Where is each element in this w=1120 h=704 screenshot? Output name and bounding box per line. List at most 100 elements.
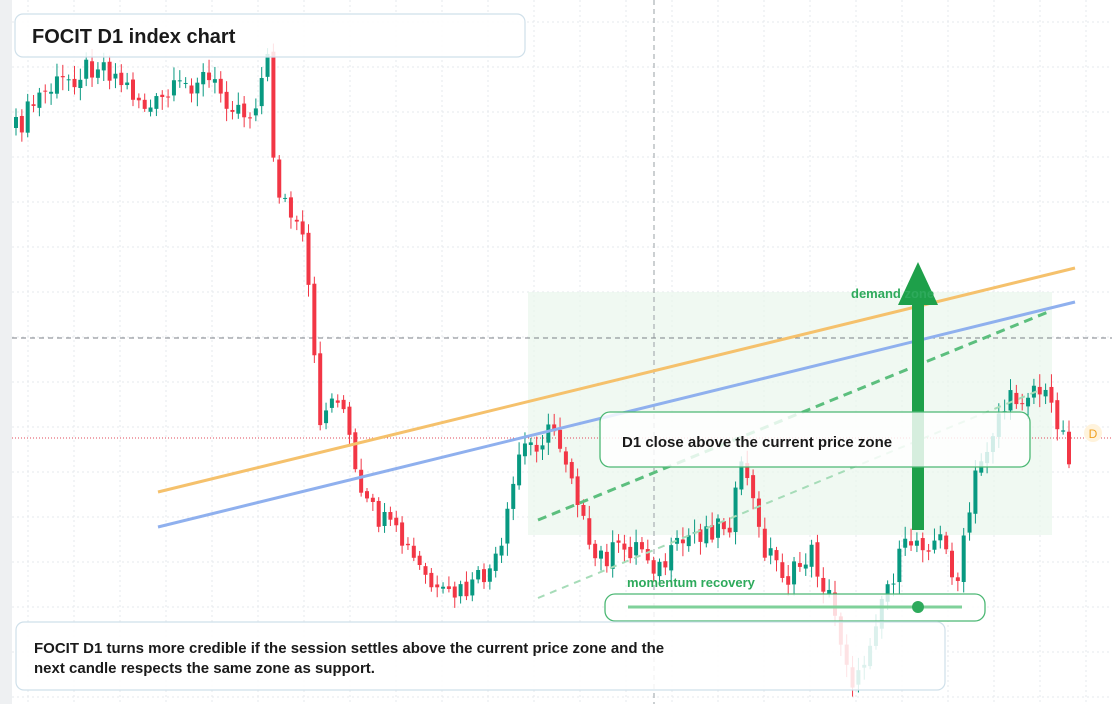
candle-body — [768, 548, 773, 556]
candle-body — [113, 73, 118, 79]
candle-body — [277, 159, 282, 198]
candle-body — [347, 406, 352, 435]
candle-body — [171, 80, 176, 96]
candle-body — [14, 117, 18, 128]
momentum-marker — [912, 601, 924, 613]
candle-body — [891, 583, 896, 585]
candle-body — [90, 61, 95, 78]
candle-body — [212, 79, 217, 83]
candle-body — [446, 586, 451, 589]
price-badge — [1084, 424, 1102, 442]
candle-body — [341, 399, 346, 410]
candle-body — [394, 517, 399, 526]
candle-body — [84, 59, 89, 79]
candle-body — [300, 221, 305, 235]
title-box — [14, 13, 526, 58]
candle-body — [37, 92, 42, 108]
candle-body — [587, 518, 592, 545]
price-badge-label: D — [1089, 427, 1098, 441]
candle-body — [1020, 403, 1025, 405]
candle-body — [493, 553, 498, 571]
candle-body — [224, 91, 229, 109]
candle-body — [575, 476, 580, 505]
candle-body — [756, 498, 761, 527]
candle-body — [499, 545, 504, 556]
candle-body — [1061, 430, 1066, 432]
candle-body — [154, 96, 159, 109]
candle-body — [511, 483, 516, 509]
candle-body — [230, 109, 235, 112]
candle-body — [955, 577, 960, 581]
candle-body — [774, 550, 779, 561]
candle-body — [540, 445, 545, 450]
candle-body — [417, 555, 422, 566]
candle-body — [762, 528, 767, 558]
candle-body — [563, 451, 568, 465]
candle-body — [663, 561, 668, 568]
candle-body — [739, 461, 744, 490]
candle-body — [107, 61, 112, 81]
candle-body — [329, 398, 334, 408]
candle-body — [967, 512, 972, 533]
candle-body — [786, 576, 791, 585]
candle-body — [885, 584, 890, 602]
candle-body — [405, 543, 410, 546]
candle-body — [780, 562, 785, 578]
candle-body — [815, 542, 820, 577]
candle-body — [66, 79, 71, 81]
candle-body — [932, 540, 937, 550]
candle-body — [1043, 389, 1048, 397]
candle-body — [283, 197, 288, 199]
candle-body — [142, 99, 147, 109]
candle-body — [581, 504, 586, 516]
candle-body — [716, 518, 720, 538]
candle-body — [236, 104, 241, 114]
candle-body — [710, 525, 715, 540]
candle-body — [131, 79, 135, 100]
candle-body — [411, 545, 416, 558]
candle-body — [207, 72, 212, 81]
candle-body — [634, 542, 639, 556]
candle-body — [265, 53, 270, 77]
candle-body — [698, 529, 703, 542]
candle-body — [926, 550, 931, 552]
candle-body — [552, 424, 557, 432]
candle-body — [914, 540, 919, 546]
candle-body — [522, 443, 527, 457]
candle-body — [751, 475, 756, 499]
candle-body — [95, 69, 100, 78]
candle-body — [183, 82, 188, 84]
candle-body — [669, 545, 674, 571]
candle-body — [60, 76, 65, 78]
candle-body — [136, 97, 141, 101]
candle-body — [201, 71, 206, 85]
candle-body — [189, 85, 194, 94]
candle-body — [324, 410, 329, 424]
candle-body — [920, 538, 925, 551]
candle-body — [827, 589, 832, 594]
candle-body — [119, 72, 124, 86]
candle-body — [306, 232, 311, 285]
candle-body — [558, 429, 563, 449]
zone-label: demand zone — [851, 286, 934, 301]
candle-body — [487, 568, 492, 582]
candle-body — [534, 444, 539, 452]
candle-body — [49, 91, 54, 94]
candle-body — [160, 94, 165, 98]
candle-body — [72, 78, 77, 88]
candle-body — [1067, 431, 1071, 465]
candle-body — [376, 500, 381, 527]
candle-body — [569, 462, 574, 479]
candle-body — [622, 543, 627, 550]
candle-body — [803, 564, 808, 569]
candle-body — [961, 535, 966, 582]
candle-body — [218, 78, 223, 94]
candles — [14, 43, 1071, 697]
candle-body — [604, 551, 609, 567]
candle-body — [195, 82, 200, 94]
candle-body — [476, 569, 481, 580]
candle-body — [482, 569, 486, 583]
candle-body — [177, 80, 182, 82]
candle-body — [382, 511, 387, 526]
